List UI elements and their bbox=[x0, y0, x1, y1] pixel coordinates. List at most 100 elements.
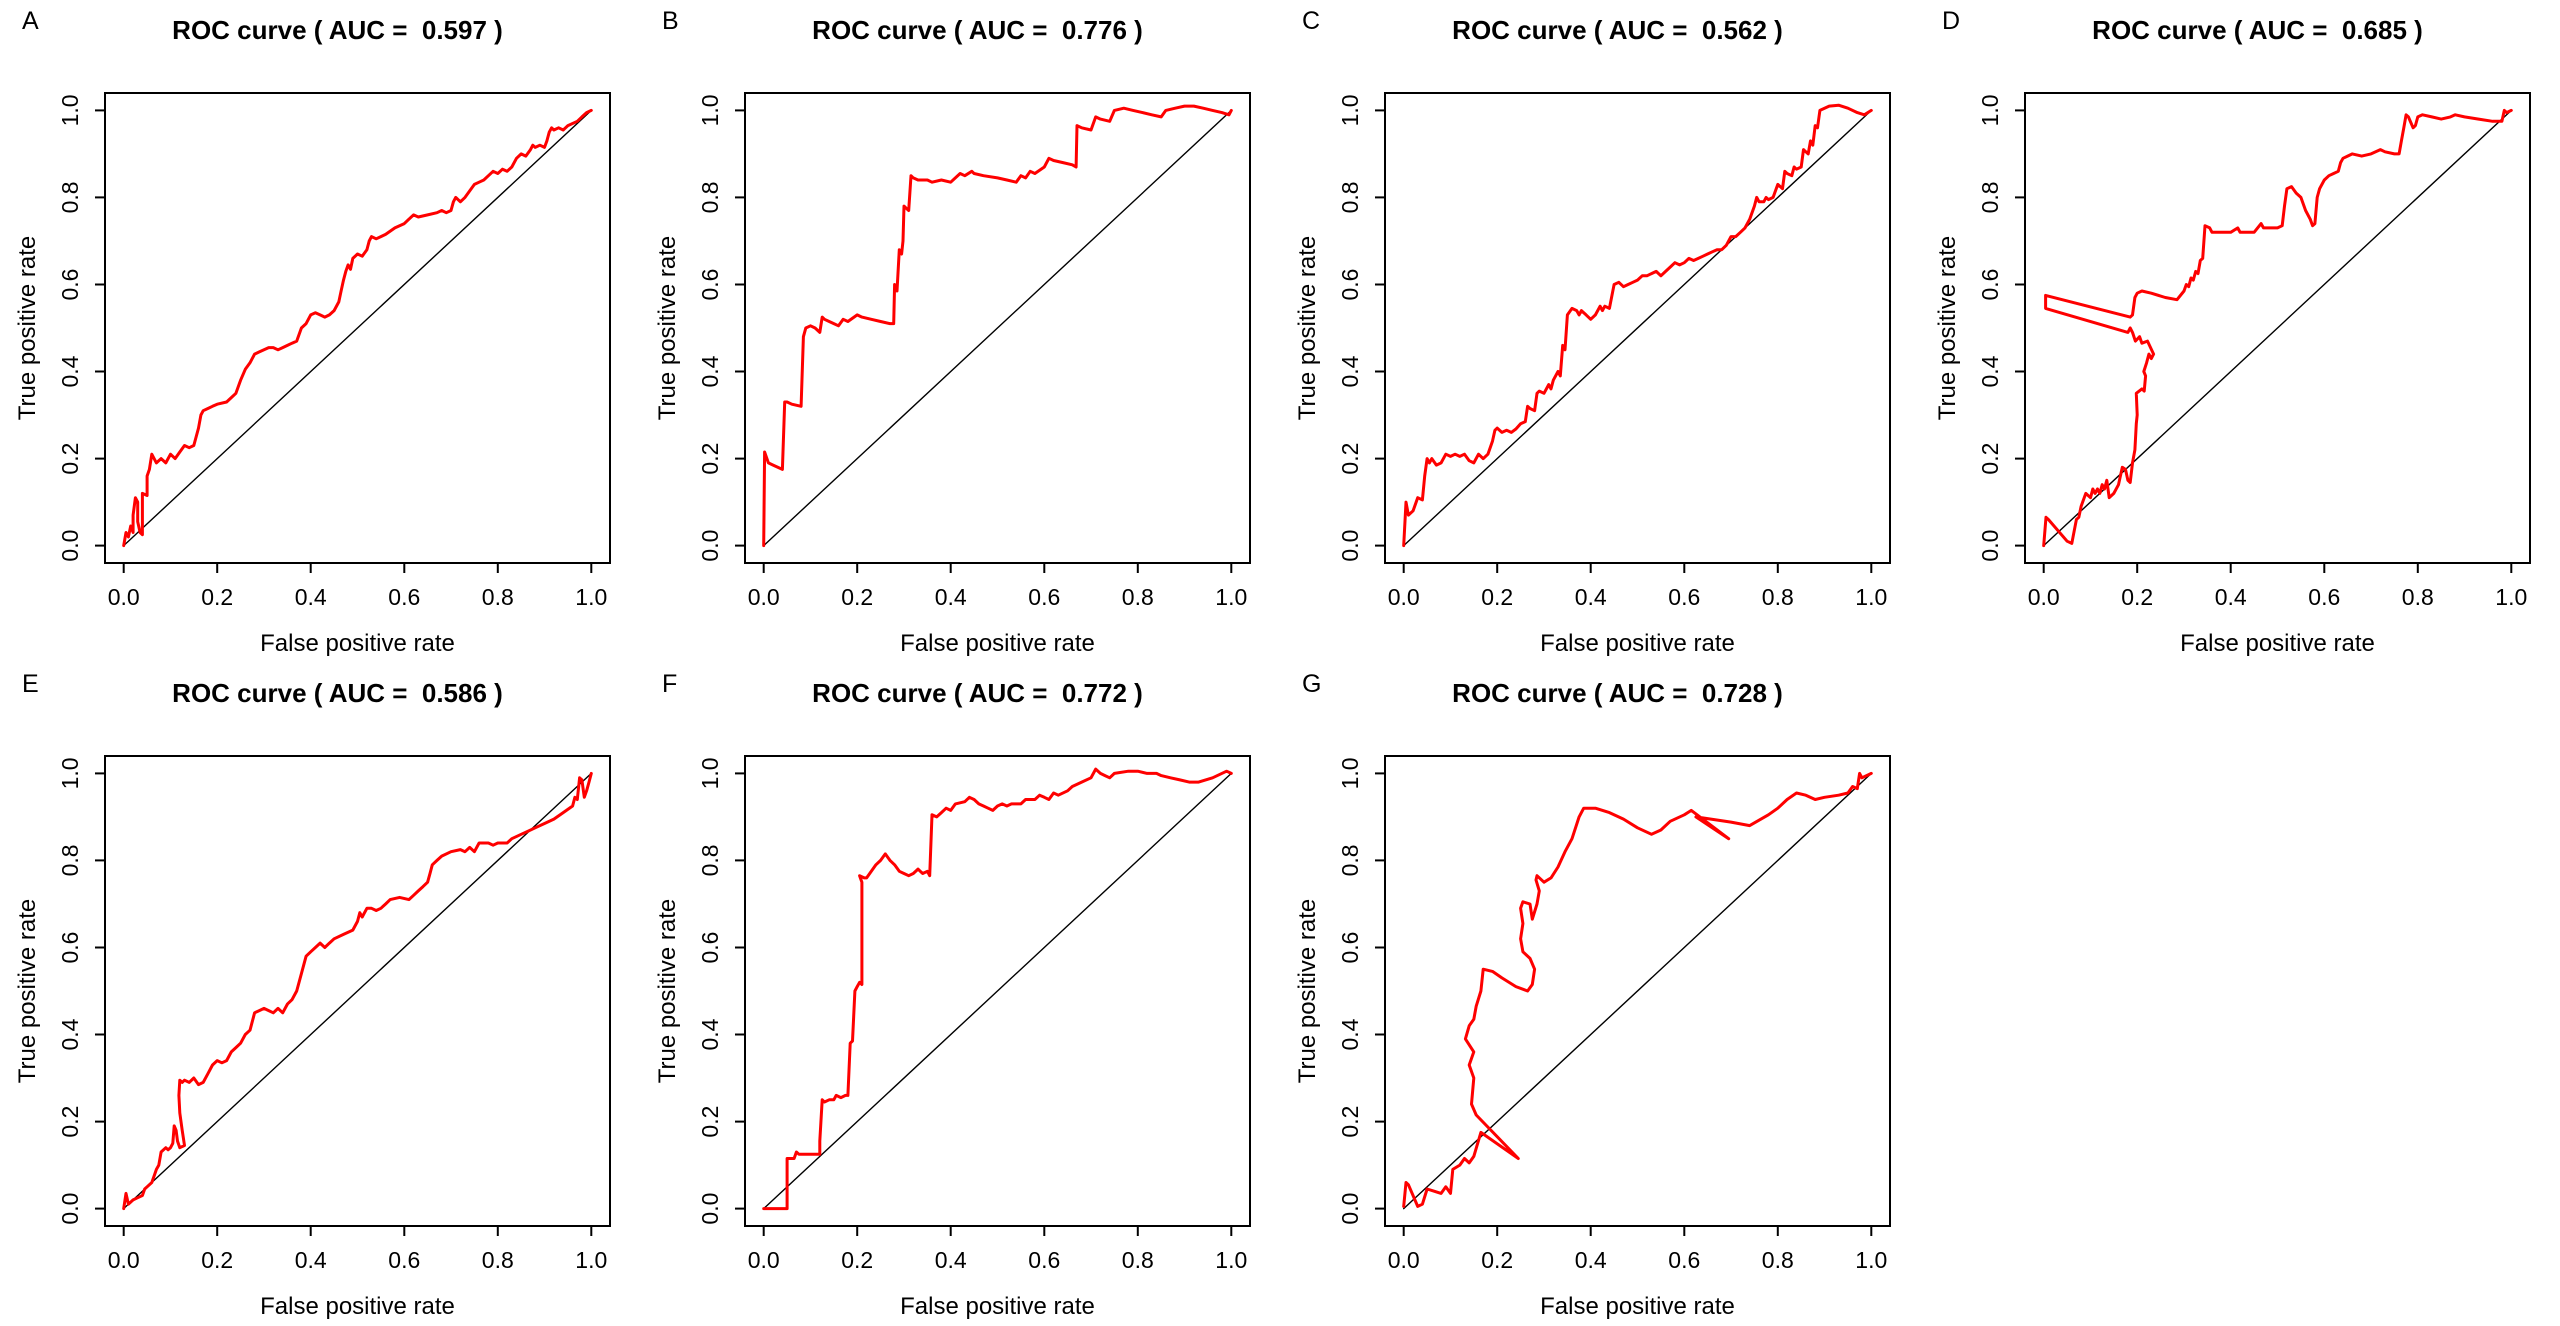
chart-title: ROC curve ( AUC = 0.586 ) bbox=[172, 678, 503, 708]
roc-plot: 0.0 0.0 0.2 0.2 0.4 0.4 0.6 0.6 0.8 0.8 1.0 1.0 bbox=[1337, 92, 1891, 610]
svg-text:1.0: 1.0 bbox=[575, 584, 607, 610]
svg-text:0.6: 0.6 bbox=[1028, 1247, 1060, 1273]
svg-text:0.8: 0.8 bbox=[1122, 584, 1154, 610]
svg-text:0.4: 0.4 bbox=[1575, 584, 1607, 610]
roc-panel-b: B ROC curve ( AUC = 0.776 ) 0.0 0.0 0.2 0.2… bbox=[640, 0, 1280, 663]
svg-text:1.0: 1.0 bbox=[1337, 94, 1363, 126]
svg-text:0.8: 0.8 bbox=[482, 584, 514, 610]
svg-text:0.6: 0.6 bbox=[57, 932, 83, 964]
svg-text:0.4: 0.4 bbox=[57, 1018, 83, 1050]
svg-text:0.0: 0.0 bbox=[1388, 584, 1420, 610]
svg-text:0.8: 0.8 bbox=[1762, 584, 1794, 610]
x-axis-label: False positive rate bbox=[900, 630, 1095, 657]
svg-text:0.8: 0.8 bbox=[697, 181, 723, 213]
svg-text:1.0: 1.0 bbox=[697, 94, 723, 126]
svg-text:0.2: 0.2 bbox=[2121, 584, 2153, 610]
svg-text:1.0: 1.0 bbox=[1215, 1247, 1247, 1273]
svg-text:0.4: 0.4 bbox=[57, 355, 83, 387]
svg-text:0.2: 0.2 bbox=[201, 584, 233, 610]
empty-cell bbox=[1920, 663, 2560, 1326]
x-axis-label: False positive rate bbox=[1540, 630, 1735, 657]
svg-text:0.2: 0.2 bbox=[1337, 443, 1363, 475]
svg-text:0.4: 0.4 bbox=[1337, 1018, 1363, 1050]
panel-letter: F bbox=[662, 670, 678, 698]
panel-letter: A bbox=[22, 7, 39, 35]
roc-plot: 0.0 0.0 0.2 0.2 0.4 0.4 0.6 0.6 0.8 0.8 1.0 1.0 bbox=[57, 755, 611, 1273]
roc-plot: 0.0 0.0 0.2 0.2 0.4 0.4 0.6 0.6 0.8 0.8 1.0 1.0 bbox=[1977, 92, 2531, 610]
panel-letter: E bbox=[22, 670, 39, 698]
svg-text:0.6: 0.6 bbox=[1668, 1247, 1700, 1273]
svg-text:0.8: 0.8 bbox=[482, 1247, 514, 1273]
svg-text:0.8: 0.8 bbox=[697, 844, 723, 876]
svg-text:1.0: 1.0 bbox=[1855, 1247, 1887, 1273]
svg-text:0.0: 0.0 bbox=[1337, 530, 1363, 562]
svg-text:1.0: 1.0 bbox=[575, 1247, 607, 1273]
svg-text:0.6: 0.6 bbox=[697, 932, 723, 964]
svg-text:0.8: 0.8 bbox=[1337, 844, 1363, 876]
svg-text:1.0: 1.0 bbox=[697, 757, 723, 789]
svg-text:0.2: 0.2 bbox=[841, 1247, 873, 1273]
svg-text:0.2: 0.2 bbox=[57, 1106, 83, 1138]
svg-text:0.6: 0.6 bbox=[1977, 269, 2003, 301]
svg-text:0.6: 0.6 bbox=[388, 584, 420, 610]
panel-letter: C bbox=[1302, 7, 1321, 35]
svg-text:0.2: 0.2 bbox=[1337, 1106, 1363, 1138]
roc-panel-f: F ROC curve ( AUC = 0.772 ) 0.0 0.0 0.2 0.2… bbox=[640, 663, 1280, 1326]
svg-text:0.0: 0.0 bbox=[1337, 1193, 1363, 1225]
svg-text:0.0: 0.0 bbox=[1977, 530, 2003, 562]
svg-text:0.4: 0.4 bbox=[697, 1018, 723, 1050]
svg-text:0.2: 0.2 bbox=[201, 1247, 233, 1273]
svg-text:0.8: 0.8 bbox=[1122, 1247, 1154, 1273]
svg-text:0.6: 0.6 bbox=[57, 269, 83, 301]
svg-text:0.6: 0.6 bbox=[1337, 269, 1363, 301]
svg-text:0.4: 0.4 bbox=[2215, 584, 2247, 610]
svg-text:1.0: 1.0 bbox=[1977, 94, 2003, 126]
svg-text:0.8: 0.8 bbox=[2402, 584, 2434, 610]
svg-text:1.0: 1.0 bbox=[2495, 584, 2527, 610]
svg-text:0.8: 0.8 bbox=[57, 844, 83, 876]
chart-title: ROC curve ( AUC = 0.597 ) bbox=[172, 15, 503, 45]
svg-text:1.0: 1.0 bbox=[57, 757, 83, 789]
svg-text:0.0: 0.0 bbox=[697, 530, 723, 562]
svg-text:0.6: 0.6 bbox=[1337, 932, 1363, 964]
svg-text:0.2: 0.2 bbox=[1481, 584, 1513, 610]
roc-plot: 0.0 0.0 0.2 0.2 0.4 0.4 0.6 0.6 0.8 0.8 1.0 1.0 bbox=[1337, 755, 1891, 1273]
roc-plot: 0.0 0.0 0.2 0.2 0.4 0.4 0.6 0.6 0.8 0.8 1.0 1.0 bbox=[697, 755, 1251, 1273]
svg-text:0.4: 0.4 bbox=[295, 584, 327, 610]
svg-text:0.0: 0.0 bbox=[748, 584, 780, 610]
svg-text:1.0: 1.0 bbox=[1855, 584, 1887, 610]
panel-letter: G bbox=[1302, 670, 1322, 698]
roc-panel-g: G ROC curve ( AUC = 0.728 ) 0.0 0.0 0.2 0.2… bbox=[1280, 663, 1920, 1326]
svg-text:0.8: 0.8 bbox=[1762, 1247, 1794, 1273]
svg-text:0.0: 0.0 bbox=[108, 1247, 140, 1273]
svg-text:0.6: 0.6 bbox=[1028, 584, 1060, 610]
svg-text:0.0: 0.0 bbox=[57, 1193, 83, 1225]
roc-panel-d: D ROC curve ( AUC = 0.685 ) 0.0 0.0 0.2 0.2… bbox=[1920, 0, 2560, 663]
svg-text:0.4: 0.4 bbox=[1575, 1247, 1607, 1273]
roc-plot: 0.0 0.0 0.2 0.2 0.4 0.4 0.6 0.6 0.8 0.8 1.0 1.0 bbox=[57, 92, 611, 610]
x-axis-label: False positive rate bbox=[1540, 1293, 1735, 1320]
chart-title: ROC curve ( AUC = 0.772 ) bbox=[812, 678, 1143, 708]
svg-text:0.4: 0.4 bbox=[697, 355, 723, 387]
chart-title: ROC curve ( AUC = 0.562 ) bbox=[1452, 15, 1783, 45]
chart-title: ROC curve ( AUC = 0.685 ) bbox=[2092, 15, 2423, 45]
panel-letter: B bbox=[662, 7, 679, 35]
x-axis-label: False positive rate bbox=[260, 630, 455, 657]
svg-text:0.4: 0.4 bbox=[935, 584, 967, 610]
x-axis-label: False positive rate bbox=[2180, 630, 2375, 657]
svg-text:0.8: 0.8 bbox=[1337, 181, 1363, 213]
svg-text:1.0: 1.0 bbox=[1215, 584, 1247, 610]
svg-text:0.2: 0.2 bbox=[697, 1106, 723, 1138]
svg-text:0.2: 0.2 bbox=[697, 443, 723, 475]
svg-text:0.2: 0.2 bbox=[1481, 1247, 1513, 1273]
svg-text:0.6: 0.6 bbox=[697, 269, 723, 301]
svg-text:0.0: 0.0 bbox=[57, 530, 83, 562]
chart-title: ROC curve ( AUC = 0.776 ) bbox=[812, 15, 1143, 45]
svg-text:0.4: 0.4 bbox=[1977, 355, 2003, 387]
svg-text:0.2: 0.2 bbox=[1977, 443, 2003, 475]
svg-text:1.0: 1.0 bbox=[57, 94, 83, 126]
svg-text:0.0: 0.0 bbox=[2028, 584, 2060, 610]
svg-text:0.2: 0.2 bbox=[841, 584, 873, 610]
x-axis-label: False positive rate bbox=[900, 1293, 1095, 1320]
svg-text:0.4: 0.4 bbox=[295, 1247, 327, 1273]
